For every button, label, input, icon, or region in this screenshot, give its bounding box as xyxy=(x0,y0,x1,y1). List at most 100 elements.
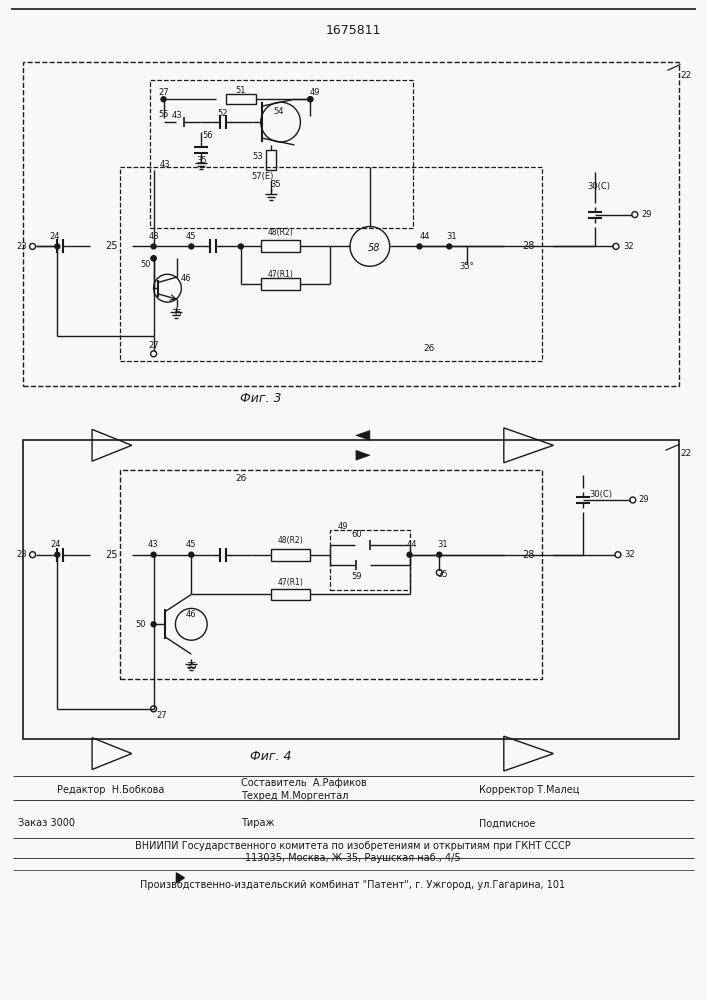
Text: 1675811: 1675811 xyxy=(325,24,381,37)
Text: 35: 35 xyxy=(196,156,206,165)
Circle shape xyxy=(407,552,412,557)
Text: 45: 45 xyxy=(186,540,197,549)
Text: Производственно-издательский комбинат "Патент", г. Ужгород, ул.Гагарина, 101: Производственно-издательский комбинат "П… xyxy=(141,880,566,890)
Circle shape xyxy=(151,552,156,557)
Text: 25: 25 xyxy=(105,550,118,560)
Text: Фиг. 3: Фиг. 3 xyxy=(240,392,281,405)
Text: 49: 49 xyxy=(310,88,320,97)
Text: 54: 54 xyxy=(274,107,284,116)
Circle shape xyxy=(238,244,243,249)
Text: 27: 27 xyxy=(156,711,167,720)
Text: 49: 49 xyxy=(337,522,348,531)
Text: 22: 22 xyxy=(680,71,691,80)
Circle shape xyxy=(308,97,312,102)
Text: Редактор  Н.Бобкова: Редактор Н.Бобкова xyxy=(57,785,165,795)
Text: ВНИИПИ Государственного комитета по изобретениям и открытиям при ГКНТ СССР: ВНИИПИ Государственного комитета по изоб… xyxy=(135,841,571,851)
Text: 29: 29 xyxy=(642,210,653,219)
Text: 27: 27 xyxy=(158,88,169,97)
Text: 52: 52 xyxy=(218,109,228,118)
Circle shape xyxy=(161,97,166,102)
Bar xyxy=(120,470,542,679)
Polygon shape xyxy=(356,430,370,440)
Text: 43: 43 xyxy=(171,111,182,120)
Bar xyxy=(266,150,276,170)
Text: 56: 56 xyxy=(203,131,214,140)
Text: Составитель  А.Рафиков: Составитель А.Рафиков xyxy=(241,778,367,788)
Text: 45: 45 xyxy=(186,232,197,241)
Text: 28: 28 xyxy=(522,550,534,560)
Text: 25: 25 xyxy=(105,241,118,251)
Text: 60: 60 xyxy=(351,530,362,539)
Text: 53: 53 xyxy=(252,152,263,161)
Text: 55: 55 xyxy=(158,110,169,119)
Text: 43: 43 xyxy=(160,160,170,169)
Text: 24: 24 xyxy=(50,540,61,549)
Circle shape xyxy=(151,256,156,261)
Text: 24: 24 xyxy=(49,232,59,241)
Text: 35°: 35° xyxy=(460,262,474,271)
Circle shape xyxy=(55,244,60,249)
Circle shape xyxy=(55,552,60,557)
Circle shape xyxy=(189,552,194,557)
Text: Тираж: Тираж xyxy=(241,818,274,828)
Text: 48(R2): 48(R2) xyxy=(268,228,293,237)
Text: Корректор Т.Малец: Корректор Т.Малец xyxy=(479,785,580,795)
Circle shape xyxy=(151,256,156,261)
Text: 23: 23 xyxy=(16,550,27,559)
Bar xyxy=(150,80,412,228)
Circle shape xyxy=(151,622,156,627)
Text: 59: 59 xyxy=(351,572,362,581)
Text: 32: 32 xyxy=(624,550,634,559)
Text: Подписное: Подписное xyxy=(479,818,535,828)
Text: 57(E): 57(E) xyxy=(252,172,274,181)
Text: 22: 22 xyxy=(680,449,691,458)
Text: 30(C): 30(C) xyxy=(588,182,611,191)
Text: 26: 26 xyxy=(423,344,435,353)
Text: 43: 43 xyxy=(148,232,159,241)
Text: 47(R1): 47(R1) xyxy=(278,578,303,587)
Text: 48(R2): 48(R2) xyxy=(278,536,303,545)
Text: 29: 29 xyxy=(638,495,649,504)
Text: 44: 44 xyxy=(419,232,430,241)
Bar xyxy=(23,440,679,739)
Text: 23: 23 xyxy=(16,242,27,251)
Text: 28: 28 xyxy=(522,241,534,251)
Text: 51: 51 xyxy=(235,86,246,95)
Text: Техред М.Моргентал: Техред М.Моргентал xyxy=(241,791,349,801)
Circle shape xyxy=(189,244,194,249)
Circle shape xyxy=(437,552,442,557)
Text: 35: 35 xyxy=(186,662,197,671)
Text: 46: 46 xyxy=(186,610,197,619)
Circle shape xyxy=(417,244,422,249)
Bar xyxy=(23,62,679,386)
Bar xyxy=(261,278,300,290)
Text: 43: 43 xyxy=(147,540,158,549)
Text: 44: 44 xyxy=(407,540,417,549)
Bar xyxy=(271,589,310,600)
Text: 50: 50 xyxy=(135,620,146,629)
Text: 35: 35 xyxy=(171,309,182,318)
Text: 27: 27 xyxy=(148,341,159,350)
Polygon shape xyxy=(177,873,185,883)
Text: 47(R1): 47(R1) xyxy=(268,270,293,279)
Bar xyxy=(271,549,310,561)
Text: 31: 31 xyxy=(437,540,448,549)
Bar xyxy=(261,240,300,252)
Text: 58: 58 xyxy=(368,243,380,253)
Text: 31: 31 xyxy=(446,232,457,241)
Text: Заказ 3000: Заказ 3000 xyxy=(18,818,75,828)
Bar xyxy=(330,530,409,589)
Bar xyxy=(226,94,256,104)
Polygon shape xyxy=(356,450,370,460)
Text: 46: 46 xyxy=(181,274,192,283)
Text: 26: 26 xyxy=(235,474,247,483)
Circle shape xyxy=(447,244,452,249)
Circle shape xyxy=(308,97,312,102)
Text: 35: 35 xyxy=(270,180,281,189)
Text: 35: 35 xyxy=(437,570,448,579)
Bar xyxy=(120,167,542,361)
Text: 50: 50 xyxy=(141,260,151,269)
Text: 32: 32 xyxy=(623,242,633,251)
Text: 113035, Москва, Ж-35, Раушская наб., 4/5: 113035, Москва, Ж-35, Раушская наб., 4/5 xyxy=(245,853,461,863)
Circle shape xyxy=(151,244,156,249)
